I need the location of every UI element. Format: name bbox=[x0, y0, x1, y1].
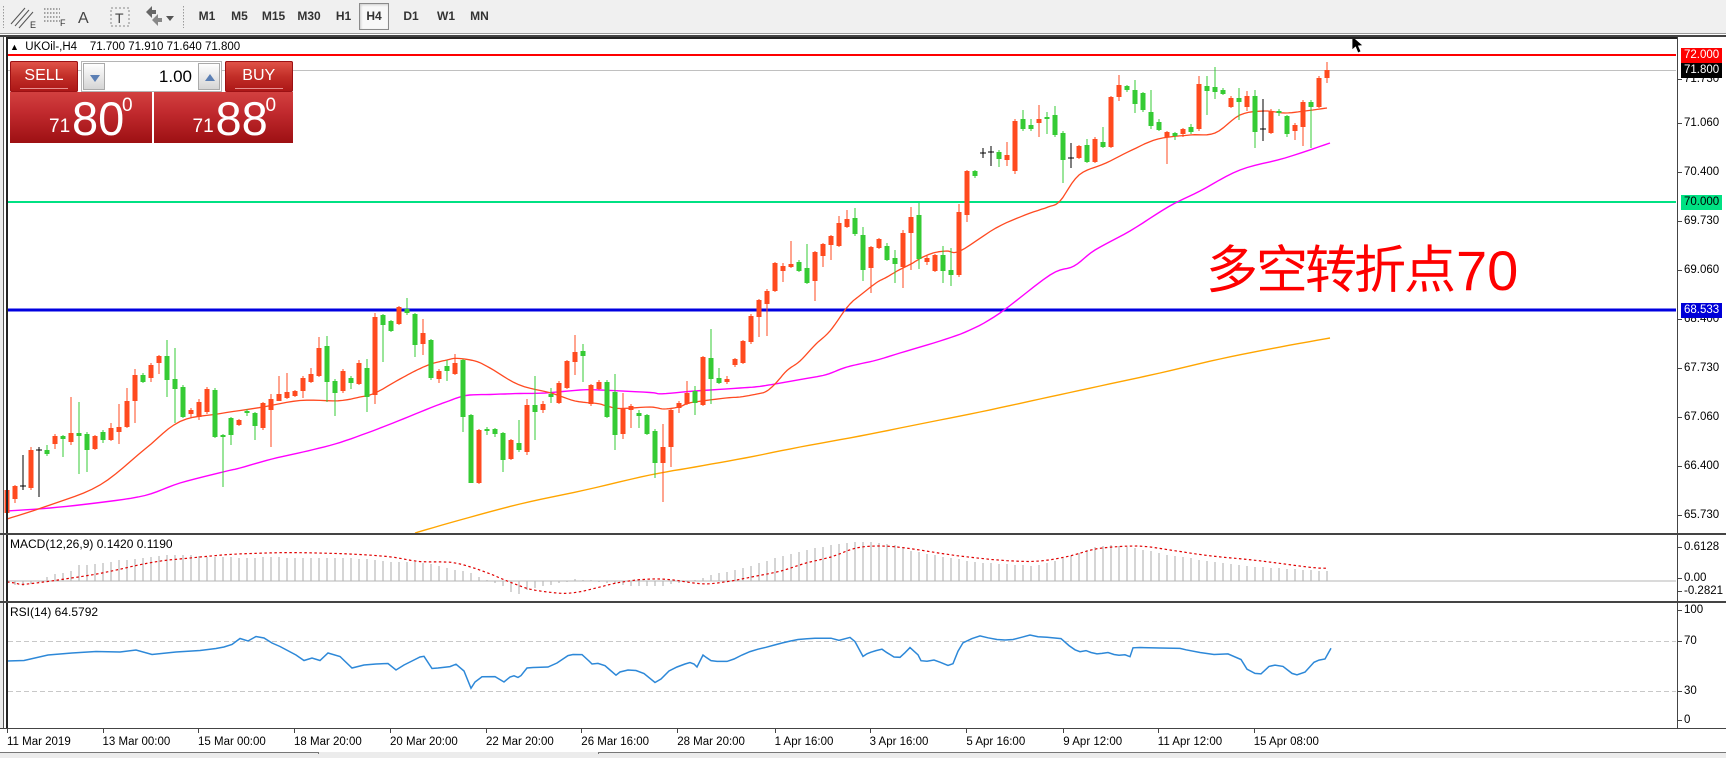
svg-text:A: A bbox=[78, 10, 89, 27]
svg-text:F: F bbox=[60, 18, 66, 28]
svg-text:70: 70 bbox=[1456, 239, 1518, 302]
svg-text:T: T bbox=[115, 10, 124, 26]
svg-text:E: E bbox=[30, 20, 36, 30]
